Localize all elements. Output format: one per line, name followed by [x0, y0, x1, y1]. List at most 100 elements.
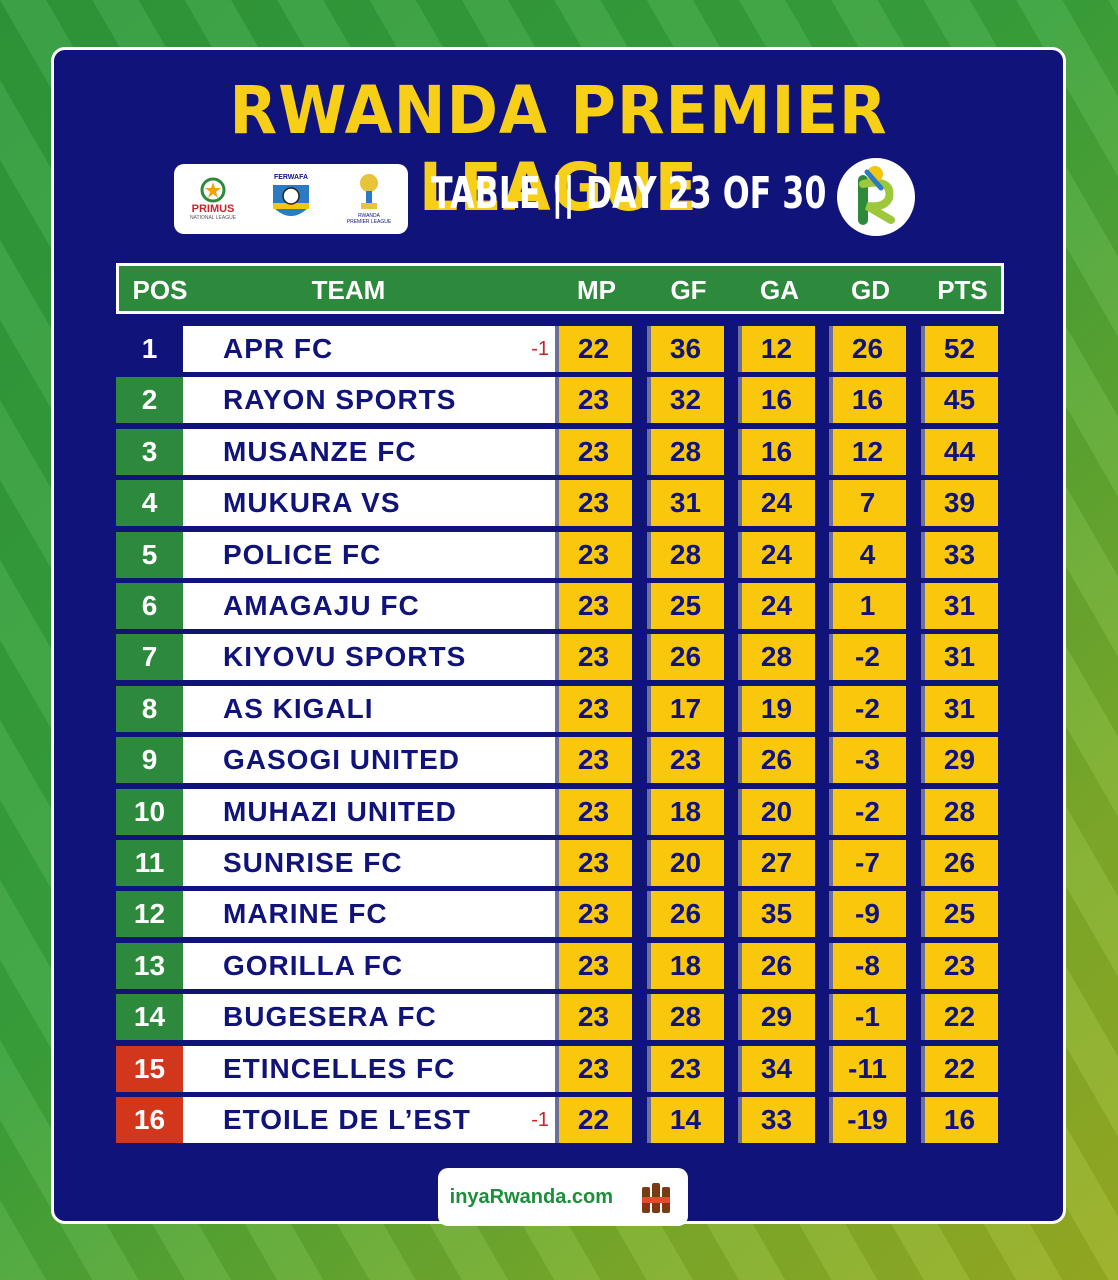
page-title: RWANDA PREMIER LEAGUE: [229, 72, 888, 226]
position-cell: 1: [116, 326, 183, 372]
ga-cell: 24: [738, 583, 815, 629]
pts-cell: 29: [921, 737, 998, 784]
pts-cell: 16: [921, 1097, 998, 1143]
ga-cell: 16: [738, 377, 815, 424]
gf-cell: 20: [647, 840, 724, 886]
team-cell: AS KIGALI: [183, 685, 555, 732]
ga-cell: 26: [738, 737, 815, 784]
primus-sub: NATIONAL LEAGUE: [189, 215, 237, 221]
beer-bottles-icon: [642, 1183, 671, 1213]
team-name: GASOGI UNITED: [223, 744, 461, 776]
rpl-sub: PREMIER LEAGUE: [346, 219, 392, 225]
team-name: ETOILE DE L’EST: [223, 1104, 471, 1135]
table-row: 12 MARINE FC 23 26 35 -9 25: [116, 891, 1004, 938]
gd-cell: -1: [829, 994, 906, 1041]
team-name: POLICE FC: [223, 538, 382, 570]
ga-cell: 27: [738, 840, 815, 886]
team-cell: MUSANZE FC: [183, 428, 555, 475]
rpl-badge-logo: [837, 158, 915, 236]
position-cell: 10: [116, 788, 183, 835]
gd-cell: -7: [829, 840, 906, 886]
table-row: 14 BUGESERA FC 23 28 29 -1 22: [116, 994, 1004, 1041]
header-mp: MP: [577, 275, 616, 305]
table-row: 5 POLICE FC 23 28 24 4 33: [116, 531, 1004, 578]
rpl-trophy-logo: RWANDA PREMIER LEAGUE: [338, 168, 400, 230]
team-cell: SUNRISE FC: [183, 840, 555, 886]
pts-cell: 22: [921, 994, 998, 1041]
team-cell: MARINE FC: [183, 891, 555, 938]
position-cell: 16: [116, 1097, 183, 1143]
mp-cell: 23: [555, 942, 632, 989]
primus-label: PRIMUS: [191, 203, 235, 215]
mp-cell: 22: [555, 326, 632, 372]
gd-cell: -19: [829, 1097, 906, 1143]
pts-cell: 52: [921, 326, 998, 372]
mp-cell: 23: [555, 840, 632, 886]
mp-cell: 23: [555, 1045, 632, 1092]
team-cell: GASOGI UNITED: [183, 737, 555, 784]
gf-cell: 36: [647, 326, 724, 372]
gd-cell: 4: [829, 531, 906, 578]
team-name: RAYON SPORTS: [223, 384, 457, 416]
table-subtitle: TABLE || DAY 23 OF 30: [431, 168, 827, 219]
pts-cell: 31: [921, 685, 998, 732]
header-gd: GD: [851, 275, 890, 305]
table-row: 1 APR FC -1 22 36 12 26 52: [116, 326, 1004, 372]
table-row: 16 ETOILE DE L’EST -1 22 14 33 -19 16: [116, 1097, 1004, 1143]
ga-cell: 34: [738, 1045, 815, 1092]
position-cell: 12: [116, 891, 183, 938]
gd-cell: -11: [829, 1045, 906, 1092]
position-cell: 8: [116, 685, 183, 732]
gf-cell: 25: [647, 583, 724, 629]
position-cell: 14: [116, 994, 183, 1041]
mp-cell: 23: [555, 480, 632, 527]
team-cell: MUKURA VS: [183, 480, 555, 527]
position-cell: 2: [116, 377, 183, 424]
table-row: 15 ETINCELLES FC 23 23 34 -11 22: [116, 1045, 1004, 1092]
team-name: AMAGAJU FC: [223, 590, 420, 621]
team-name: GORILLA FC: [223, 949, 404, 981]
header-pts: PTS: [937, 275, 988, 305]
header-ga: GA: [760, 275, 799, 305]
table-row: 8 AS KIGALI 23 17 19 -2 31: [116, 685, 1004, 732]
gd-cell: 26: [829, 326, 906, 372]
pts-cell: 44: [921, 428, 998, 475]
position-cell: 3: [116, 428, 183, 475]
gf-cell: 14: [647, 1097, 724, 1143]
primus-star-icon: [200, 177, 226, 203]
gd-cell: 12: [829, 428, 906, 475]
ga-cell: 16: [738, 428, 815, 475]
pts-cell: 25: [921, 891, 998, 938]
sponsor-logos: PRIMUS NATIONAL LEAGUE FERWAFA RWANDA PR…: [174, 164, 408, 234]
table-row: 7 KIYOVU SPORTS 23 26 28 -2 31: [116, 634, 1004, 681]
mp-cell: 23: [555, 737, 632, 784]
mp-cell: 23: [555, 685, 632, 732]
table-row: 9 GASOGI UNITED 23 23 26 -3 29: [116, 737, 1004, 784]
footer-sponsors: inyaRwanda.com: [438, 1168, 688, 1226]
primus-logo: PRIMUS NATIONAL LEAGUE: [182, 168, 244, 230]
gf-cell: 28: [647, 531, 724, 578]
gf-cell: 28: [647, 994, 724, 1041]
gf-cell: 18: [647, 788, 724, 835]
rpl-label: RWANDA: [358, 213, 380, 219]
team-cell: GORILLA FC: [183, 942, 555, 989]
gf-cell: 17: [647, 685, 724, 732]
points-deduction-note: -1: [531, 338, 549, 360]
header-gf: GF: [670, 275, 707, 305]
team-cell: AMAGAJU FC: [183, 583, 555, 629]
gf-cell: 18: [647, 942, 724, 989]
team-cell: POLICE FC: [183, 531, 555, 578]
table-row: 4 MUKURA VS 23 31 24 7 39: [116, 480, 1004, 527]
mp-cell: 23: [555, 634, 632, 681]
gf-cell: 32: [647, 377, 724, 424]
ga-cell: 24: [738, 531, 815, 578]
mp-cell: 23: [555, 788, 632, 835]
gf-cell: 26: [647, 891, 724, 938]
pts-cell: 45: [921, 377, 998, 424]
gd-cell: -3: [829, 737, 906, 784]
ga-cell: 26: [738, 942, 815, 989]
ga-cell: 12: [738, 326, 815, 372]
team-name: APR FC: [223, 333, 334, 364]
table-row: 13 GORILLA FC 23 18 26 -8 23: [116, 942, 1004, 989]
ga-cell: 28: [738, 634, 815, 681]
